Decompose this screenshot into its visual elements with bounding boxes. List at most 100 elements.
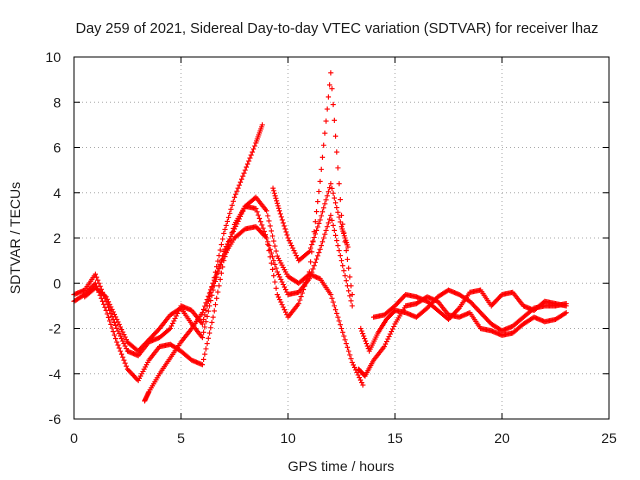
data-point [398,296,404,303]
data-point [286,237,292,244]
data-point [242,167,248,173]
data-point [111,332,118,338]
x-tick-label: 10 [280,430,296,446]
data-point [274,269,280,275]
data-point [334,237,340,244]
data-point [287,240,293,246]
data-point [271,238,277,244]
data-point [298,293,304,300]
data-point [268,250,274,256]
data-point [240,173,246,179]
data-point [315,253,321,259]
data-point [455,306,461,312]
data-point [204,340,210,347]
data-point [268,228,274,234]
data-point [282,226,288,232]
data-point [124,366,131,372]
data-point [327,216,333,222]
data-point [247,155,253,161]
data-point [132,374,138,380]
data-point [278,299,284,305]
data-point [266,242,272,249]
data-point [324,224,330,230]
data-point [317,246,323,252]
data-point [230,198,236,204]
data-point [229,202,235,208]
data-point [283,286,289,293]
data-point [357,377,364,383]
data-point [109,325,115,331]
data-point [259,222,265,228]
series-5 [270,181,351,264]
data-point [475,307,481,313]
data-point [319,154,326,160]
data-point [127,369,133,375]
data-points [71,70,569,404]
data-point [316,188,322,195]
data-point [244,161,251,167]
data-point [208,297,214,304]
data-point [323,197,329,203]
data-point [343,340,349,347]
data-point [315,224,321,230]
data-point [328,291,334,298]
series-3 [82,194,366,388]
data-point [275,203,281,209]
data-point [348,283,354,289]
data-point [303,279,309,286]
data-point [224,218,230,225]
data-point [216,283,222,289]
data-point [202,324,208,330]
data-point [117,348,123,354]
data-point [346,288,352,294]
data-point [329,185,335,192]
data-point [316,249,322,256]
data-point [360,330,366,337]
data-point [149,333,156,339]
data-point [218,241,225,248]
data-point [492,299,498,305]
data-point [215,289,221,295]
data-point [327,185,333,191]
data-point [171,318,177,324]
x-tick-label: 20 [494,430,510,446]
data-point [151,332,157,338]
data-point [331,195,337,201]
series-2 [71,70,355,384]
data-point [312,259,318,265]
data-point [223,249,229,256]
x-tick-label: 25 [601,430,617,446]
data-point [203,346,209,352]
data-point [319,239,326,245]
data-point [312,219,318,225]
data-point [469,301,475,307]
data-point [334,310,340,317]
data-point [309,241,315,248]
data-point [328,212,334,218]
data-point [120,354,126,360]
data-point [92,271,98,277]
data-point [280,304,286,310]
data-point [271,258,277,264]
data-point [384,338,390,345]
data-point [394,300,400,306]
data-point [349,359,355,366]
data-point [310,238,316,244]
data-point [254,209,260,215]
data-point [274,200,280,206]
data-point [199,310,205,316]
data-point [337,219,343,225]
data-point [284,232,290,238]
data-point [214,264,220,270]
data-point [217,247,223,253]
data-point [92,280,98,286]
data-point [204,296,210,303]
data-point [331,303,337,309]
data-point [212,269,219,275]
data-point [285,235,291,241]
data-point [267,254,273,260]
data-point [227,210,233,216]
data-point [237,179,244,185]
data-point [253,205,259,212]
data-point [342,273,348,279]
